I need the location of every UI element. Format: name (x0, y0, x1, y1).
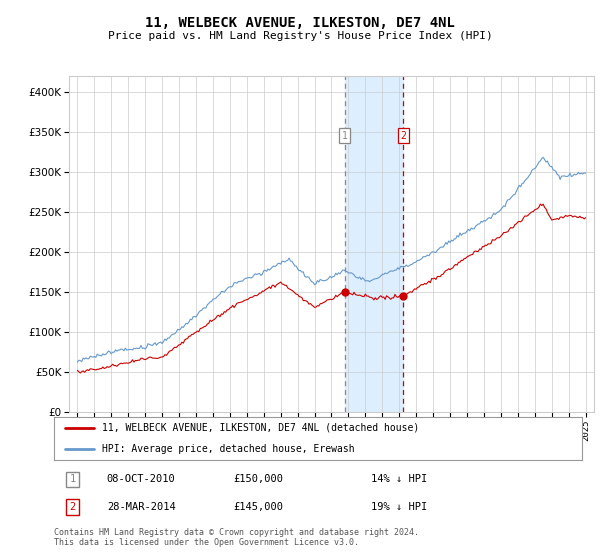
Bar (344, 76, 403, 412)
Text: 08-OCT-2010: 08-OCT-2010 (107, 474, 176, 484)
Text: Contains HM Land Registry data © Crown copyright and database right 2024.
This d: Contains HM Land Registry data © Crown c… (54, 528, 419, 547)
Text: 2: 2 (400, 130, 406, 141)
Text: 28-MAR-2014: 28-MAR-2014 (107, 502, 176, 512)
Text: 11, WELBECK AVENUE, ILKESTON, DE7 4NL: 11, WELBECK AVENUE, ILKESTON, DE7 4NL (145, 16, 455, 30)
Text: HPI: Average price, detached house, Erewash: HPI: Average price, detached house, Erew… (101, 445, 354, 454)
Text: 14% ↓ HPI: 14% ↓ HPI (371, 474, 427, 484)
Text: 1: 1 (70, 474, 76, 484)
Text: 1: 1 (341, 130, 347, 141)
Text: £150,000: £150,000 (233, 474, 284, 484)
Text: 2: 2 (70, 502, 76, 512)
Text: 11, WELBECK AVENUE, ILKESTON, DE7 4NL (detached house): 11, WELBECK AVENUE, ILKESTON, DE7 4NL (d… (101, 423, 419, 432)
Text: 19% ↓ HPI: 19% ↓ HPI (371, 502, 427, 512)
Text: Price paid vs. HM Land Registry's House Price Index (HPI): Price paid vs. HM Land Registry's House … (107, 31, 493, 41)
Text: £145,000: £145,000 (233, 502, 284, 512)
